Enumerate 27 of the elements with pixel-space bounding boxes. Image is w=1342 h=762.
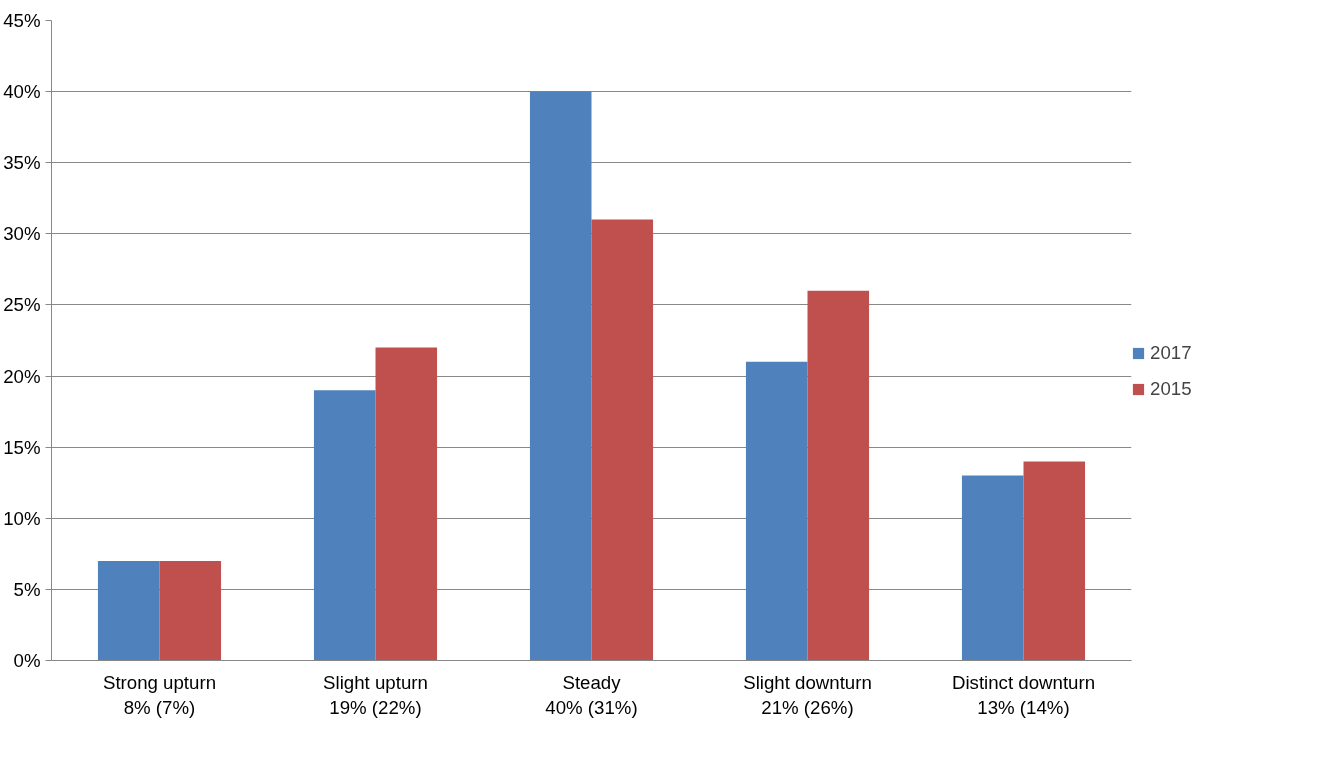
y-tick-label: 0%	[13, 650, 41, 671]
bar	[745, 361, 808, 661]
bar	[961, 475, 1024, 661]
x-tick-label: Steady 40% (31%)	[545, 671, 638, 718]
x-tick-label: Distinct downturn 13% (14%)	[951, 671, 1096, 718]
bar	[807, 290, 870, 661]
bar	[1023, 461, 1086, 661]
y-tick-label: 40%	[3, 81, 41, 103]
bar	[591, 219, 654, 661]
legend-label: 2015	[1150, 378, 1192, 400]
y-tick-label: 10%	[3, 507, 41, 529]
y-tick-label: 45%	[3, 10, 41, 31]
legend-label: 2017	[1150, 342, 1192, 364]
y-tick-label: 25%	[3, 294, 41, 316]
y-tick-label: 15%	[3, 436, 41, 458]
y-tick-label: 30%	[3, 223, 41, 245]
bar	[97, 560, 160, 661]
x-tick-label: Strong upturn 8% (7%)	[102, 671, 217, 718]
x-tick-label: Slight upturn 19% (22%)	[323, 671, 428, 718]
y-tick-label: 20%	[3, 365, 41, 387]
y-tick-label: 5%	[13, 578, 41, 600]
bar	[375, 347, 438, 661]
bar	[529, 91, 592, 661]
y-tick-label: 35%	[3, 152, 41, 174]
x-tick-label: Slight downturn 21% (26%)	[743, 671, 872, 718]
bar	[313, 390, 376, 661]
bar	[159, 560, 222, 661]
